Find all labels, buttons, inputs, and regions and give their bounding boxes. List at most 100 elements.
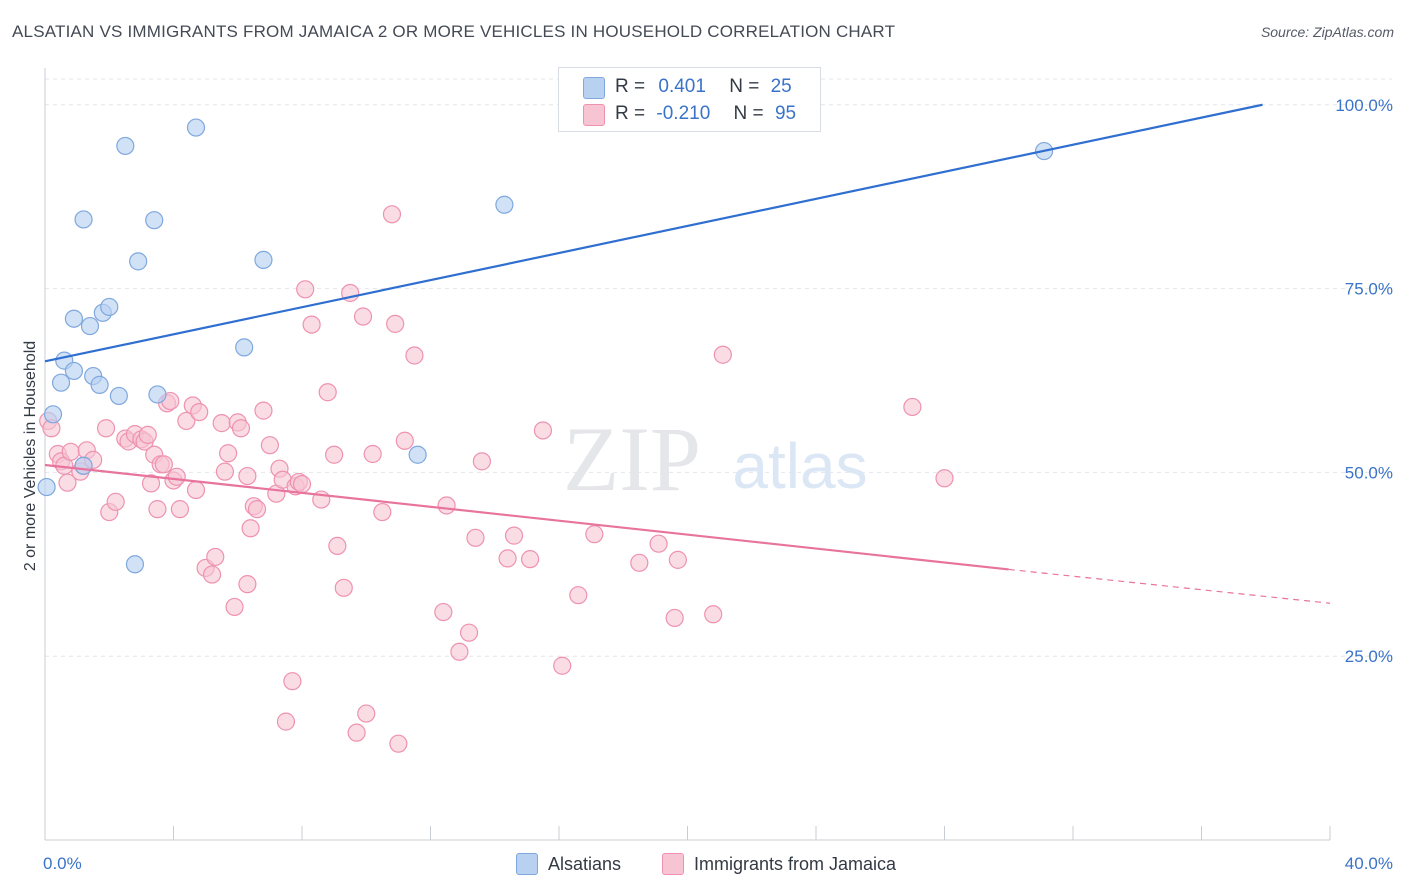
point-jamaica	[630, 553, 649, 572]
point-alsatians	[80, 316, 100, 336]
point-alsatians	[74, 456, 93, 475]
point-jamaica	[190, 402, 209, 422]
point-alsatians	[129, 252, 148, 271]
y-tick-label: 100.0%	[1335, 96, 1393, 115]
point-jamaica	[292, 475, 312, 494]
point-alsatians	[408, 445, 427, 464]
point-jamaica	[61, 442, 80, 461]
series-name-alsatians: Alsatians	[548, 853, 622, 874]
point-jamaica	[318, 383, 337, 402]
r-value-alsatians: 0.401	[658, 76, 706, 97]
point-jamaica	[585, 525, 604, 544]
point-jamaica	[434, 602, 453, 622]
point-alsatians	[116, 136, 135, 156]
point-alsatians	[145, 211, 164, 230]
point-alsatians	[109, 386, 128, 406]
n-label: N =	[729, 76, 760, 97]
point-jamaica	[504, 526, 524, 545]
point-jamaica	[704, 605, 723, 624]
n-value-jamaica: 95	[774, 103, 797, 124]
point-jamaica	[668, 550, 687, 569]
point-jamaica	[903, 397, 922, 417]
point-jamaica	[238, 575, 257, 594]
y-tick-label: 50.0%	[1345, 463, 1393, 482]
point-jamaica	[498, 549, 517, 568]
watermark-zip: ZIP	[563, 408, 701, 510]
point-jamaica	[215, 462, 234, 481]
point-alsatians	[235, 338, 254, 357]
point-jamaica	[713, 345, 732, 364]
gridlines	[45, 78, 1392, 657]
legend-swatch-blue	[583, 77, 605, 99]
watermark-atlas: atlas	[732, 430, 867, 502]
point-jamaica	[96, 419, 116, 438]
n-label: N =	[733, 103, 764, 124]
point-jamaica	[154, 455, 173, 474]
series-name-jamaica: Immigrants from Jamaica	[694, 853, 897, 874]
point-alsatians	[100, 297, 119, 317]
point-jamaica	[325, 445, 344, 464]
y-tick-label: 25.0%	[1345, 647, 1393, 666]
point-jamaica	[459, 623, 479, 642]
point-jamaica	[260, 436, 279, 455]
x-tick-label: 0.0%	[43, 854, 82, 873]
point-jamaica	[389, 734, 408, 753]
point-jamaica	[219, 444, 238, 463]
point-jamaica	[254, 401, 273, 420]
point-jamaica	[58, 473, 77, 492]
bottom-legend-jamaica: Immigrants from Jamaica	[662, 851, 896, 877]
r-value-jamaica: -0.210	[656, 103, 711, 124]
point-jamaica	[665, 608, 684, 628]
point-jamaica	[357, 704, 376, 723]
point-alsatians	[254, 250, 273, 269]
r-label: R =	[615, 76, 646, 97]
bottom-legend-alsatians: Alsatians	[516, 851, 621, 877]
legend-swatch-pink	[662, 853, 684, 875]
point-jamaica	[141, 474, 161, 493]
point-jamaica	[520, 550, 540, 569]
point-alsatians	[148, 385, 167, 404]
point-jamaica	[347, 723, 366, 742]
trend-line-jamaica	[44, 463, 1009, 571]
point-jamaica	[334, 578, 353, 597]
point-jamaica	[167, 467, 186, 486]
point-alsatians	[186, 118, 206, 137]
point-alsatians	[74, 210, 93, 229]
trend-line-jamaica-extension	[1008, 568, 1331, 604]
point-jamaica	[138, 425, 157, 444]
point-jamaica	[328, 536, 347, 556]
tick-labels: 25.0% 50.0% 75.0% 100.0% 0.0% 40.0%	[43, 96, 1393, 873]
point-jamaica	[472, 452, 491, 471]
point-jamaica	[186, 480, 206, 500]
point-jamaica	[363, 444, 382, 464]
point-alsatians	[64, 309, 84, 328]
point-alsatians	[90, 375, 109, 394]
point-jamaica	[302, 315, 321, 334]
point-jamaica	[283, 672, 302, 691]
point-jamaica	[450, 642, 469, 661]
source-note: Source: ZipAtlas.com	[1260, 24, 1394, 40]
stats-legend: R = 0.401 N = 25 R = -0.210 N = 95	[558, 67, 821, 132]
trend-lines	[44, 103, 1331, 604]
point-jamaica	[231, 419, 251, 438]
point-jamaica	[353, 307, 373, 326]
point-jamaica	[569, 586, 588, 605]
point-jamaica	[276, 712, 296, 731]
point-jamaica	[106, 492, 125, 511]
point-alsatians	[43, 405, 63, 424]
point-jamaica	[212, 414, 231, 433]
n-value-alsatians: 25	[770, 76, 792, 97]
series-jamaica-points	[39, 205, 954, 753]
point-jamaica	[553, 656, 572, 675]
point-alsatians	[495, 195, 514, 214]
point-jamaica	[148, 500, 167, 519]
point-alsatians	[64, 361, 84, 381]
series-alsatians-points	[37, 118, 1054, 574]
chart-title: ALSATIAN VS IMMIGRANTS FROM JAMAICA 2 OR…	[12, 22, 896, 41]
point-jamaica	[533, 421, 553, 440]
axes	[44, 68, 1331, 841]
point-jamaica	[382, 205, 402, 224]
point-jamaica	[170, 500, 190, 519]
point-jamaica	[395, 431, 414, 450]
